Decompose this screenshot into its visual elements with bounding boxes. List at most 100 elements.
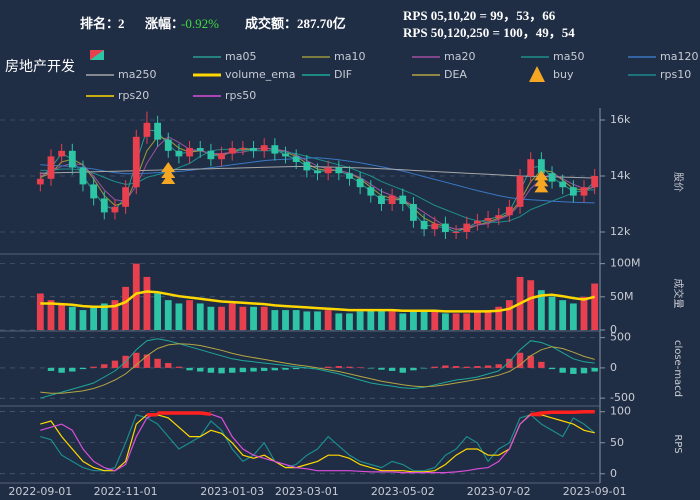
y-tick-label: 0 xyxy=(610,361,617,374)
volume-bar xyxy=(410,310,417,330)
candle-body xyxy=(410,204,417,221)
volume-bar xyxy=(346,313,353,330)
volume-bar xyxy=(484,310,492,330)
legend-marker xyxy=(529,66,545,82)
candle-body xyxy=(442,223,449,233)
volume-bar xyxy=(196,303,204,330)
legend-label: ma10 xyxy=(334,50,365,63)
candle-body xyxy=(250,148,257,151)
volume-bar xyxy=(164,300,172,330)
legend-label: ma250 xyxy=(118,68,156,81)
volume-bar xyxy=(68,306,76,330)
macd-bar xyxy=(580,367,588,374)
macd-bar xyxy=(495,364,502,368)
macd-bar xyxy=(367,367,374,369)
volume-bar xyxy=(218,306,225,330)
volume-bar xyxy=(239,306,247,330)
macd-bar xyxy=(559,367,566,373)
macd-bar xyxy=(111,360,119,368)
volume-bar xyxy=(47,300,55,330)
volume-bar xyxy=(175,303,183,330)
candle-body xyxy=(122,187,130,207)
macd-bar xyxy=(388,367,396,371)
macd-bar xyxy=(186,367,193,371)
candle-body xyxy=(516,176,524,207)
volume-bar xyxy=(303,311,311,330)
legend-label: ma05 xyxy=(225,50,256,63)
volume-bar xyxy=(207,306,215,330)
candle-body xyxy=(537,159,545,174)
candle-body xyxy=(367,187,375,196)
candle-body xyxy=(292,156,300,163)
macd-bar xyxy=(47,367,55,371)
volume-bar xyxy=(505,300,513,330)
x-tick-label: 2023-01-03 xyxy=(200,485,264,498)
macd-bar xyxy=(143,354,151,368)
chart-title: 房地产开发 xyxy=(5,59,75,75)
candle-body xyxy=(399,195,407,205)
candle-body xyxy=(473,220,481,224)
x-tick-label: 2022-09-01 xyxy=(8,485,72,498)
volume-bar xyxy=(143,276,151,330)
y-tick-label: 500 xyxy=(610,331,631,344)
macd-bar xyxy=(410,367,417,371)
macd-bar xyxy=(538,361,545,368)
volume-bar xyxy=(228,303,236,330)
title-icon xyxy=(90,50,104,60)
volume-bar xyxy=(186,300,193,330)
candle-body xyxy=(527,159,535,177)
y-tick-label: 50 xyxy=(610,436,624,449)
legend-label: DEA xyxy=(444,68,467,81)
change-label: 涨幅： xyxy=(144,16,184,31)
candle-body xyxy=(463,223,471,233)
macd-bar xyxy=(442,365,449,368)
y-tick-label: 12k xyxy=(610,225,631,238)
rank: 2 xyxy=(118,16,125,31)
candle-body xyxy=(282,153,289,157)
volume-bar xyxy=(90,306,98,330)
rank-label: 排名： xyxy=(80,16,119,31)
candle-body xyxy=(132,136,140,188)
volume-bar xyxy=(111,300,119,330)
candle-body xyxy=(314,170,321,174)
y-axis-label: close-macd xyxy=(672,340,683,397)
legend-label: ma20 xyxy=(444,50,475,63)
macd-bar xyxy=(239,367,247,373)
candle-body xyxy=(495,215,503,219)
candle-body xyxy=(228,148,236,154)
candle-body xyxy=(271,145,279,154)
macd-bar xyxy=(261,367,268,371)
volume-bar xyxy=(271,310,279,330)
candle-body xyxy=(260,145,268,151)
candle-body xyxy=(346,173,353,179)
candle-body xyxy=(548,173,556,182)
candle-body xyxy=(47,156,55,179)
x-tick-label: 2023-09-01 xyxy=(563,485,627,498)
macd-bar xyxy=(474,366,481,368)
macd-bar xyxy=(570,367,577,374)
series-line xyxy=(40,343,595,394)
x-tick-label: 2023-05-02 xyxy=(371,485,435,498)
series-line xyxy=(40,148,595,223)
legend-label: buy xyxy=(553,68,574,81)
candle-body xyxy=(79,167,87,185)
x-tick-label: 2023-03-01 xyxy=(275,485,339,498)
y-tick-label: 16k xyxy=(610,113,631,126)
legend-label: volume_ema xyxy=(225,68,295,81)
macd-bar xyxy=(527,355,534,368)
buy-marker xyxy=(161,162,176,185)
volume-bar xyxy=(260,306,268,330)
candle-body xyxy=(175,150,183,157)
candle-body xyxy=(591,176,599,188)
candle-body xyxy=(154,122,162,140)
volume-bar xyxy=(378,310,385,330)
candle-body xyxy=(111,206,119,213)
macd-bar xyxy=(399,367,406,373)
macd-bar xyxy=(58,367,65,373)
series-line xyxy=(40,157,595,204)
candle-body xyxy=(207,150,215,160)
macd-bar xyxy=(420,367,428,369)
candle-body xyxy=(505,206,513,216)
y-tick-label: -500 xyxy=(610,391,635,404)
